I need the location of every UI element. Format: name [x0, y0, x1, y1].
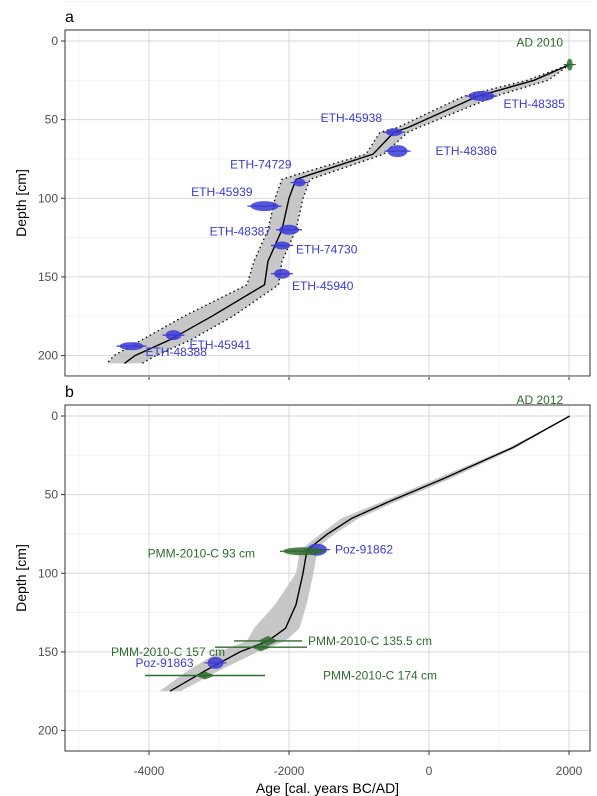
plot-area	[106, 63, 571, 365]
date-label: AD 2012	[516, 393, 563, 407]
panel-a: a0 50 100 150 200 Depth [cm] AD 2010 ETH-48385 E…	[13, 1, 591, 380]
date-probability-shape	[195, 671, 215, 680]
date-label: ETH-45939	[191, 185, 253, 199]
y-axis-title: Depth [cm]	[13, 544, 29, 612]
y-tick-label: 50	[45, 113, 59, 127]
y-tick-label: 50	[45, 488, 59, 502]
y-tick-label: 0	[51, 409, 58, 423]
x-tick-label: -2000	[274, 764, 305, 778]
date-label: ETH-45938	[321, 111, 383, 125]
date-label: PMM-2010-C 135.5 cm	[308, 634, 432, 648]
date-label: ETH-45940	[292, 279, 354, 293]
y-tick-label: 100	[38, 566, 58, 580]
date-label: ETH-48387	[210, 225, 272, 239]
y-tick-label: 200	[38, 724, 58, 738]
date-label: PMM-2010-C 157 cm	[111, 645, 225, 659]
x-axis-title: Age [cal. years BC/AD]	[256, 780, 399, 796]
date-label: Poz-91862	[335, 543, 393, 557]
y-tick-label: 0	[51, 34, 58, 48]
x-tick-label: -4000	[134, 764, 165, 778]
date-probability-shape	[258, 635, 278, 646]
y-tick-label: 100	[38, 191, 58, 205]
x-tick-label: 2000	[556, 764, 583, 778]
date-label: ETH-48388	[146, 345, 208, 359]
date-label: PMM-2010-C 174 cm	[323, 669, 437, 683]
y-axis-title: Depth [cm]	[13, 169, 29, 237]
panel-border	[64, 29, 591, 377]
date-label: AD 2010	[516, 36, 563, 50]
panel-label: b	[65, 384, 74, 401]
confidence-band	[107, 64, 570, 364]
date-label: PMM-2010-C 93 cm	[148, 546, 255, 560]
y-tick-label: 150	[38, 270, 58, 284]
date-label: ETH-45941	[190, 338, 252, 352]
plot-background	[65, 30, 590, 376]
date-label: ETH-48385	[504, 97, 566, 111]
date-label: ETH-74730	[296, 242, 358, 256]
panel-label: a	[65, 9, 74, 26]
plot-background	[65, 405, 590, 751]
x-tick-label: 0	[426, 764, 433, 778]
y-tick-label: 200	[38, 349, 58, 363]
median-age-line	[124, 63, 570, 364]
date-label: ETH-48386	[436, 144, 498, 158]
panel-border	[64, 404, 591, 752]
confidence-band	[159, 416, 570, 692]
date-probability-shape	[251, 643, 271, 652]
date-label: Poz-91863	[135, 656, 193, 670]
y-tick-label: 150	[38, 645, 58, 659]
date-label: ETH-74729	[230, 158, 292, 172]
